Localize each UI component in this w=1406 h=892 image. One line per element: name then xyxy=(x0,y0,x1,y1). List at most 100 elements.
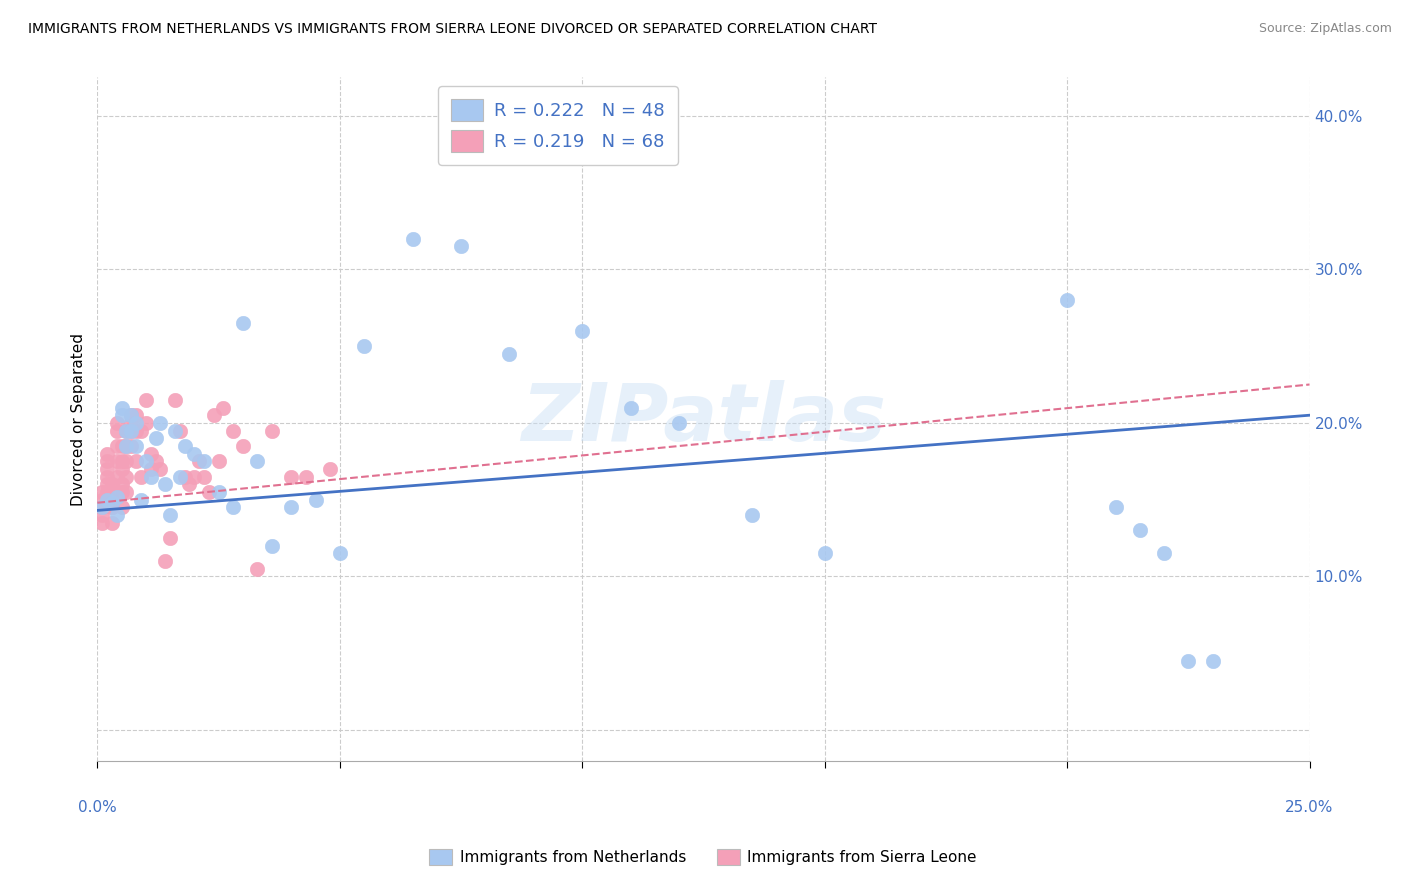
Point xyxy=(115,485,138,500)
Point xyxy=(105,490,128,504)
Point xyxy=(96,477,118,491)
Point xyxy=(110,462,132,476)
Point xyxy=(620,401,643,415)
Point xyxy=(155,477,177,491)
Text: 25.0%: 25.0% xyxy=(1285,799,1334,814)
Point xyxy=(260,424,283,438)
Point xyxy=(173,469,195,483)
Text: 0.0%: 0.0% xyxy=(77,799,117,814)
Point xyxy=(120,408,142,422)
Point xyxy=(401,232,423,246)
Point xyxy=(91,508,114,522)
Point xyxy=(101,477,124,491)
Point xyxy=(1104,500,1126,515)
Point xyxy=(91,485,114,500)
Point xyxy=(110,408,132,422)
Point xyxy=(115,469,138,483)
Point xyxy=(101,492,124,507)
Point xyxy=(668,416,690,430)
Point xyxy=(173,439,195,453)
Point xyxy=(246,562,269,576)
Point xyxy=(110,477,132,491)
Point xyxy=(193,469,215,483)
Point xyxy=(814,546,837,560)
Point xyxy=(125,454,148,468)
Text: Source: ZipAtlas.com: Source: ZipAtlas.com xyxy=(1258,22,1392,36)
Point xyxy=(101,485,124,500)
Point xyxy=(222,424,245,438)
Point xyxy=(96,447,118,461)
Point xyxy=(260,539,283,553)
Point xyxy=(212,401,235,415)
Point xyxy=(1153,546,1175,560)
Point xyxy=(120,416,142,430)
Point xyxy=(198,485,221,500)
Point xyxy=(125,439,148,453)
Point xyxy=(101,516,124,530)
Point xyxy=(329,546,352,560)
Point xyxy=(101,500,124,515)
Point xyxy=(129,424,152,438)
Point xyxy=(110,485,132,500)
Point xyxy=(1129,524,1152,538)
Point xyxy=(91,516,114,530)
Point xyxy=(169,469,191,483)
Point xyxy=(1201,654,1223,668)
Point xyxy=(169,424,191,438)
Point xyxy=(110,454,132,468)
Point xyxy=(193,454,215,468)
Point xyxy=(232,316,254,330)
Point xyxy=(105,454,128,468)
Point xyxy=(183,447,205,461)
Point xyxy=(105,439,128,453)
Point xyxy=(105,416,128,430)
Point xyxy=(149,462,172,476)
Point xyxy=(91,492,114,507)
Point xyxy=(280,500,302,515)
Y-axis label: Divorced or Separated: Divorced or Separated xyxy=(72,333,86,506)
Point xyxy=(571,324,593,338)
Point xyxy=(139,469,162,483)
Legend: Immigrants from Netherlands, Immigrants from Sierra Leone: Immigrants from Netherlands, Immigrants … xyxy=(423,843,983,871)
Point xyxy=(91,500,114,515)
Point xyxy=(135,416,157,430)
Point xyxy=(115,439,138,453)
Point xyxy=(202,408,225,422)
Point xyxy=(1056,293,1078,307)
Point xyxy=(163,392,186,407)
Point xyxy=(115,424,138,438)
Point xyxy=(96,485,118,500)
Point xyxy=(741,508,763,522)
Point xyxy=(222,500,245,515)
Point xyxy=(96,492,118,507)
Point xyxy=(125,408,148,422)
Point xyxy=(183,469,205,483)
Point xyxy=(115,439,138,453)
Point xyxy=(101,496,124,510)
Point xyxy=(129,492,152,507)
Text: ZIPatlas: ZIPatlas xyxy=(522,380,886,458)
Point xyxy=(353,339,375,353)
Point xyxy=(280,469,302,483)
Point xyxy=(159,508,181,522)
Point xyxy=(120,424,142,438)
Point xyxy=(139,447,162,461)
Point xyxy=(115,454,138,468)
Point xyxy=(105,469,128,483)
Point xyxy=(96,454,118,468)
Point xyxy=(110,439,132,453)
Point xyxy=(1177,654,1199,668)
Point xyxy=(159,531,181,545)
Point xyxy=(207,454,229,468)
Point xyxy=(129,469,152,483)
Point xyxy=(110,401,132,415)
Point xyxy=(135,454,157,468)
Point xyxy=(125,424,148,438)
Point xyxy=(498,347,520,361)
Point xyxy=(120,424,142,438)
Point xyxy=(105,424,128,438)
Point xyxy=(450,239,472,253)
Point xyxy=(246,454,269,468)
Point xyxy=(149,416,172,430)
Point xyxy=(120,439,142,453)
